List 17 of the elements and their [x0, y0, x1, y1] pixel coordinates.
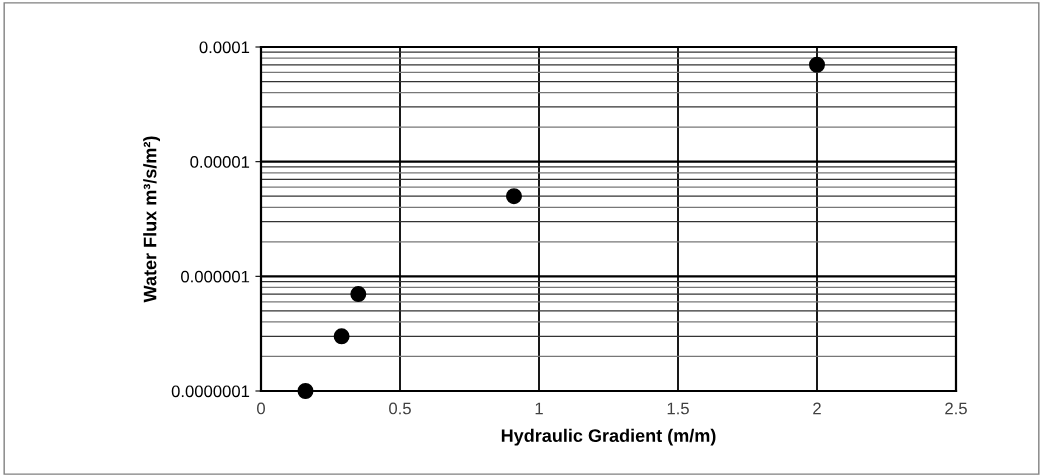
point: [506, 188, 522, 205]
y-tick-label: 0.00001: [190, 156, 250, 168]
y-tick-label: 0.000001: [181, 270, 250, 283]
point: [333, 328, 350, 345]
y-axis-title: Water Flux m³/s/m²): [143, 136, 160, 303]
x-axis-title: Hydraulic Gradient (m/m): [501, 428, 716, 446]
x-tick-label: 0.5: [389, 402, 411, 415]
x-tick-label: 1: [535, 402, 543, 415]
x-tick-label: 2.5: [945, 402, 967, 415]
y-tick-label: 0.0000001: [171, 385, 250, 398]
x-tick-label: 2: [813, 402, 821, 415]
point: [297, 383, 314, 399]
point: [350, 286, 367, 303]
point: [809, 56, 825, 73]
y-tick-label: 0.0001: [199, 41, 250, 54]
x-tick-label: 1.5: [667, 402, 689, 415]
x-tick-label: 0: [257, 402, 265, 415]
